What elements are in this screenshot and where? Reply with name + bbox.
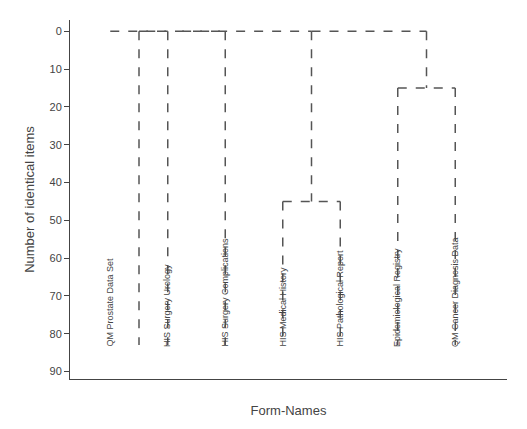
svg-text:QM Prostate Data Set: QM Prostate Data Set bbox=[105, 258, 115, 347]
svg-text:20: 20 bbox=[50, 101, 62, 113]
svg-text:40: 40 bbox=[50, 176, 62, 188]
svg-text:30: 30 bbox=[50, 139, 62, 151]
svg-text:80: 80 bbox=[50, 328, 62, 340]
svg-text:HIS Pathological Report: HIS Pathological Report bbox=[335, 250, 345, 347]
svg-text:HIS Surgery Complications: HIS Surgery Complications bbox=[220, 238, 230, 347]
svg-text:60: 60 bbox=[50, 252, 62, 264]
svg-text:HIS Medical History: HIS Medical History bbox=[278, 267, 288, 347]
svg-text:0: 0 bbox=[56, 25, 62, 37]
svg-text:Number of identical items: Number of identical items bbox=[22, 126, 37, 273]
svg-text:70: 70 bbox=[50, 290, 62, 302]
svg-text:Epidemiological Registry: Epidemiological Registry bbox=[392, 248, 402, 347]
svg-text:Form-Names: Form-Names bbox=[251, 403, 327, 418]
svg-text:90: 90 bbox=[50, 365, 62, 377]
svg-text:QM Cancer Diagnosis Data: QM Cancer Diagnosis Data bbox=[450, 237, 460, 347]
svg-text:10: 10 bbox=[50, 63, 62, 75]
svg-text:HIS Surgery Urology: HIS Surgery Urology bbox=[162, 264, 172, 347]
svg-text:50: 50 bbox=[50, 214, 62, 226]
